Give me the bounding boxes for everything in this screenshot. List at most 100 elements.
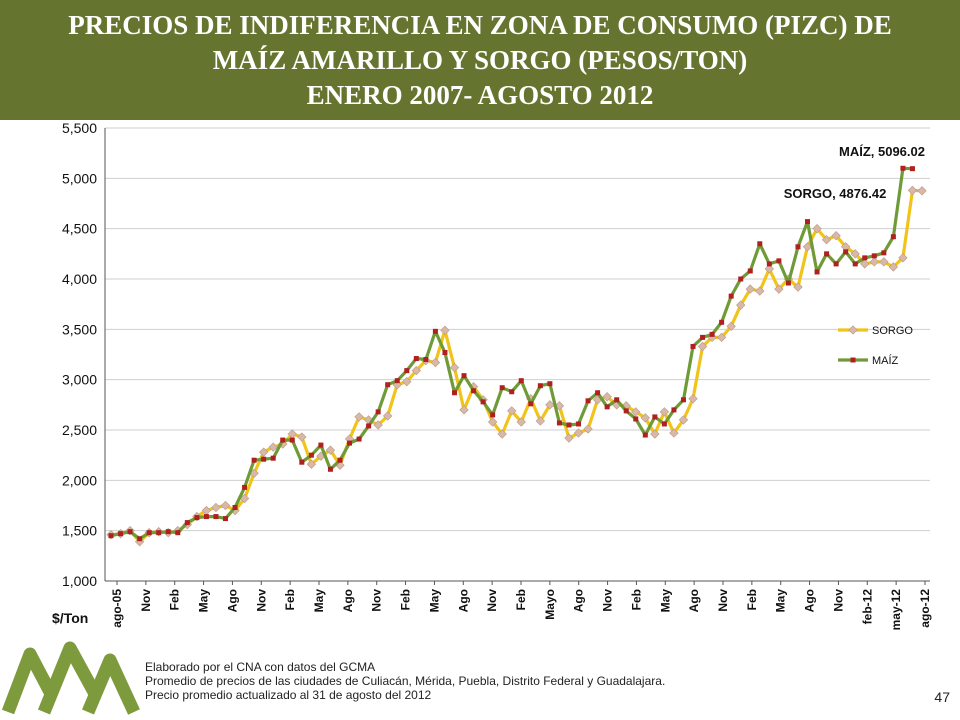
x-tick-label: ago-05 — [110, 589, 124, 628]
sorgo-point — [306, 459, 317, 469]
sorgo-point — [201, 505, 212, 516]
sorgo-point — [821, 235, 832, 245]
x-tick-label: Nov — [370, 589, 384, 612]
sorgo-point — [497, 429, 507, 439]
sorgo-point — [373, 420, 383, 430]
maiz-point — [385, 382, 391, 388]
sorgo-point — [888, 262, 899, 272]
x-tick-label: Nov — [485, 589, 499, 612]
maiz-point — [537, 383, 543, 389]
sorgo-point — [755, 286, 765, 296]
maiz-point — [862, 255, 868, 261]
sorgo-point — [268, 442, 278, 452]
x-tick-label: Feb — [168, 589, 182, 610]
maiz-point — [556, 420, 562, 426]
x-tick-label: ago-12 — [918, 589, 932, 628]
sorgo-point — [383, 411, 393, 421]
footnotes: Elaborado por el CNA con datos del GCMA … — [145, 660, 665, 702]
sorgo-point — [907, 185, 918, 196]
y-tick-label: 3,500 — [62, 321, 97, 337]
sorgo-point — [831, 231, 841, 241]
x-tick-label: Mayo — [543, 589, 557, 620]
maiz-point — [890, 234, 896, 240]
sorgo-point — [716, 332, 727, 343]
slide-title-bar: PRECIOS DE INDIFERENCIA EN ZONA DE CONSU… — [0, 0, 960, 120]
footnote-date: Precio promedio actualizado al 31 de ago… — [145, 688, 432, 702]
maiz-point — [528, 401, 534, 407]
maiz-point — [366, 423, 372, 429]
maiz-point — [509, 389, 515, 395]
y-tick-label: 4,500 — [62, 221, 97, 237]
annotation-sorgo: SORGO, 4876.42 — [784, 186, 887, 201]
y-tick-label: 3,000 — [62, 372, 97, 388]
sorgo-point — [297, 432, 307, 442]
series-line-maiz — [110, 166, 913, 541]
maiz-point — [242, 484, 248, 490]
x-tick-label: feb-12 — [860, 589, 874, 625]
maiz-point — [432, 328, 438, 334]
maiz-point — [604, 404, 610, 410]
maiz-point — [661, 421, 667, 427]
y-tick-label: 4,000 — [62, 271, 97, 287]
maiz-point — [442, 349, 448, 355]
maiz-point — [108, 533, 114, 539]
maiz-point — [203, 514, 209, 520]
maiz-point — [423, 357, 429, 363]
maiz-point — [585, 398, 591, 404]
maiz-point — [280, 437, 286, 443]
sorgo-point — [860, 259, 870, 269]
x-tick-label: Ago — [341, 589, 355, 612]
sorgo-point — [774, 284, 784, 294]
y-axis-label: $/Ton — [52, 610, 88, 626]
maiz-point — [404, 368, 410, 374]
sorgo-point — [802, 242, 813, 252]
maiz-point — [261, 456, 267, 462]
sorgo-point — [745, 284, 755, 294]
maiz-point — [222, 516, 228, 522]
maiz-point — [738, 276, 744, 282]
sorgo-point — [602, 392, 612, 402]
maiz-point — [728, 293, 734, 299]
maiz-point — [633, 416, 639, 422]
page-number: 47 — [934, 689, 950, 705]
maiz-point — [461, 373, 467, 379]
x-tick-label: Ago — [687, 589, 701, 612]
sorgo-point — [917, 186, 927, 196]
sorgo-point — [402, 377, 412, 387]
maiz-point — [318, 442, 324, 448]
maiz-point — [289, 437, 295, 443]
x-tick-label: Ago — [456, 589, 470, 612]
x-tick-label: Feb — [629, 589, 643, 610]
x-tick-label: May — [312, 589, 326, 613]
maiz-point — [184, 520, 190, 526]
x-tick-label: Nov — [601, 589, 615, 612]
maiz-point — [900, 165, 906, 171]
x-tick-label: May — [774, 589, 788, 613]
footnote-source: Elaborado por el CNA con datos del GCMA — [145, 660, 376, 674]
maiz-point — [757, 241, 763, 247]
sorgo-point — [764, 264, 775, 274]
x-tick-label: Feb — [283, 589, 297, 610]
sorgo-point — [516, 417, 526, 427]
sorgo-point — [898, 253, 908, 263]
sorgo-point — [812, 223, 822, 234]
maiz-point — [652, 414, 658, 420]
sorgo-point — [869, 257, 879, 267]
slide-title-line-3: ENERO 2007- AGOSTO 2012 — [306, 80, 654, 110]
sorgo-point — [879, 257, 889, 267]
sorgo-point — [220, 500, 231, 511]
sorgo-point — [841, 242, 851, 252]
sorgo-point — [650, 429, 660, 439]
maiz-point — [814, 269, 820, 275]
maiz-point — [824, 251, 830, 257]
maiz-point — [175, 530, 181, 536]
maiz-point — [690, 343, 696, 349]
x-tick-label: Ago — [803, 589, 817, 612]
y-tick-label: 1,500 — [62, 523, 97, 539]
x-tick-label: Ago — [225, 589, 239, 612]
y-tick-label: 1,000 — [62, 573, 97, 589]
sorgo-point — [669, 428, 679, 438]
y-tick-label: 2,000 — [62, 472, 97, 488]
y-tick-label: 2,500 — [62, 422, 97, 438]
annotation-maiz: MAÍZ, 5096.02 — [839, 144, 925, 159]
